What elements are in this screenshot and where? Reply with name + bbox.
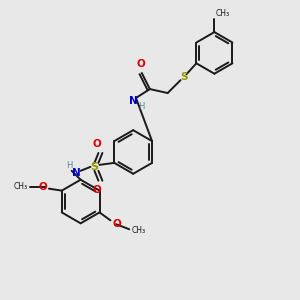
Text: N: N (72, 168, 81, 178)
Text: N: N (129, 96, 137, 106)
Text: O: O (38, 182, 47, 192)
Text: O: O (92, 139, 101, 149)
Text: H: H (67, 161, 73, 170)
Text: O: O (92, 185, 101, 195)
Text: CH₃: CH₃ (131, 226, 146, 235)
Text: CH₃: CH₃ (215, 9, 230, 18)
Text: H: H (138, 102, 144, 111)
Text: CH₃: CH₃ (14, 182, 28, 191)
Text: S: S (91, 162, 98, 172)
Text: O: O (112, 219, 121, 229)
Text: O: O (136, 59, 145, 69)
Text: S: S (180, 72, 187, 82)
